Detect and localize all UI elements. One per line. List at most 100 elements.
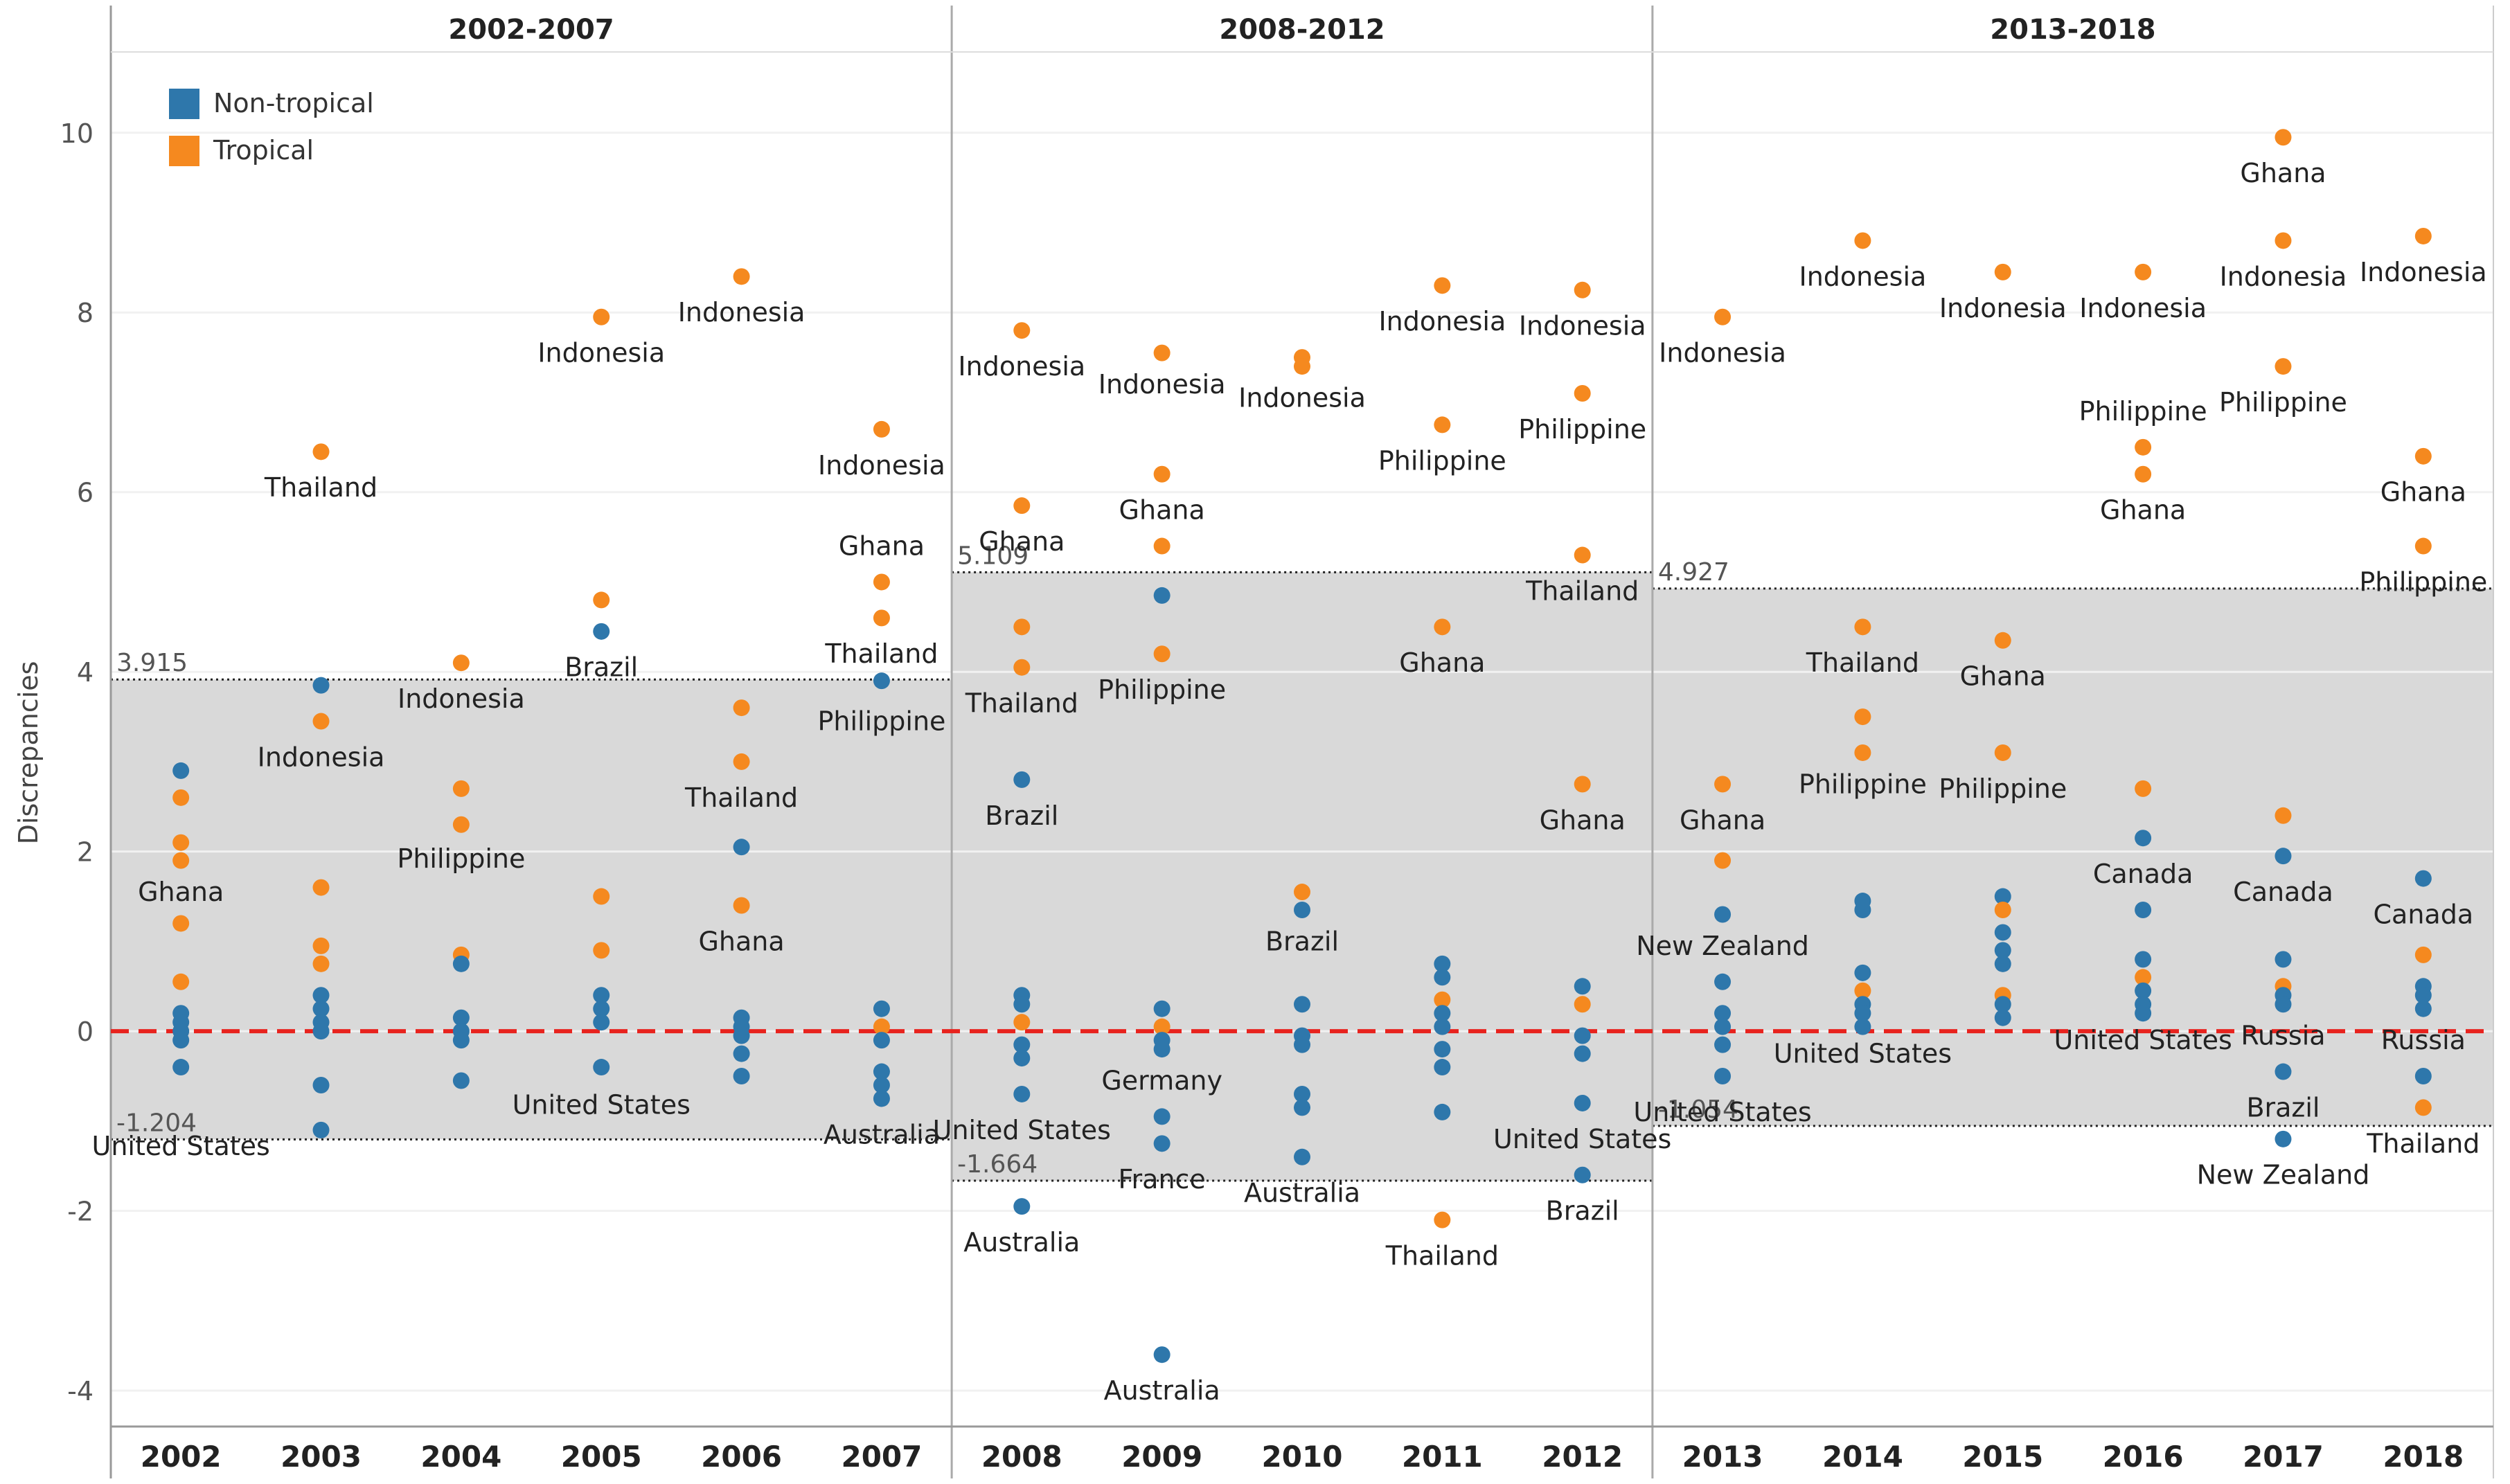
point-2014-tropical xyxy=(1854,744,1871,761)
point-2009-non-tropical xyxy=(1153,1000,1171,1017)
country-label-indonesia: Indonesia xyxy=(1519,311,1646,341)
y-tick-label: 8 xyxy=(77,298,94,328)
point-2018-tropical xyxy=(2414,227,2432,244)
x-tick-label: 2015 xyxy=(1962,1440,2043,1474)
point-2012-tropical xyxy=(1574,281,1591,298)
x-tick-label: 2017 xyxy=(2243,1440,2324,1474)
point-2015-tropical xyxy=(1994,632,2011,649)
panel-title: 2013-2018 xyxy=(1990,14,2155,46)
country-label-indonesia: Indonesia xyxy=(678,297,805,328)
point-2011-non-tropical xyxy=(1434,1103,1451,1120)
point-2011-non-tropical xyxy=(1434,969,1451,986)
country-label-new-zealand: New Zealand xyxy=(1636,931,1809,961)
country-label-philippine: Philippine xyxy=(1378,445,1506,476)
point-2005-tropical xyxy=(593,591,610,609)
point-2016-non-tropical xyxy=(2135,982,2152,999)
country-label-united-states: United States xyxy=(1493,1124,1671,1154)
point-2014-non-tropical xyxy=(1854,1018,1871,1035)
country-label-united-states: United States xyxy=(1633,1097,1811,1127)
legend-label-tropical: Tropical xyxy=(213,135,314,166)
band-upper-label: 3.915 xyxy=(116,649,188,677)
point-2012-tropical xyxy=(1574,776,1591,793)
point-2002-tropical xyxy=(172,973,190,990)
band-lower-label: -1.664 xyxy=(957,1150,1038,1179)
point-2018-tropical xyxy=(2414,946,2432,963)
point-2015-non-tropical xyxy=(1994,1009,2011,1026)
country-label-thailand: Thailand xyxy=(1385,1240,1499,1271)
point-2013-tropical xyxy=(1714,776,1732,793)
country-label-brazil: Brazil xyxy=(2246,1092,2320,1123)
point-2009-non-tropical xyxy=(1153,1135,1171,1152)
point-2007-non-tropical xyxy=(873,1090,890,1107)
point-2005-non-tropical xyxy=(593,1014,610,1031)
legend-swatch-tropical xyxy=(169,136,199,166)
point-2012-non-tropical xyxy=(1574,1094,1591,1111)
country-label-ghana: Ghana xyxy=(1119,495,1205,526)
country-label-philippine: Philippine xyxy=(1518,414,1646,445)
country-label-indonesia: Indonesia xyxy=(398,683,525,714)
point-2009-tropical xyxy=(1153,1018,1171,1035)
country-label-indonesia: Indonesia xyxy=(958,351,1085,382)
point-2004-non-tropical xyxy=(452,1032,470,1049)
x-tick-label: 2004 xyxy=(420,1440,501,1474)
point-2017-non-tropical xyxy=(2275,996,2292,1013)
point-2013-non-tropical xyxy=(1714,1005,1732,1022)
point-2014-non-tropical xyxy=(1854,964,1871,981)
point-2018-tropical xyxy=(2414,537,2432,555)
point-2007-tropical xyxy=(873,420,890,438)
point-2007-non-tropical xyxy=(873,1076,890,1093)
point-2008-tropical xyxy=(1013,1014,1031,1031)
point-2009-tropical xyxy=(1153,344,1171,361)
point-2005-non-tropical xyxy=(593,1000,610,1017)
point-2016-tropical xyxy=(2135,263,2152,280)
point-2010-tropical xyxy=(1294,884,1310,901)
point-2011-tropical xyxy=(1434,277,1451,294)
points-layer xyxy=(172,129,2432,1364)
point-2007-non-tropical xyxy=(873,672,890,690)
band-lower-label: -1.204 xyxy=(116,1109,197,1137)
point-2006-tropical xyxy=(733,753,750,770)
axes-layer: -4 -2 0 2 4 6 8 10 2002-2007 2008-2012 2013-2018 20… xyxy=(13,6,2494,1478)
point-2004-tropical xyxy=(452,816,470,833)
point-2008-non-tropical xyxy=(1013,1198,1031,1215)
point-2011-tropical xyxy=(1434,416,1451,433)
point-2003-non-tropical xyxy=(312,1121,330,1138)
point-2013-non-tropical xyxy=(1714,1018,1732,1035)
point-2003-non-tropical xyxy=(312,987,330,1004)
point-2012-tropical xyxy=(1574,996,1591,1013)
country-label-ghana: Ghana xyxy=(2380,477,2466,508)
country-label-indonesia: Indonesia xyxy=(818,450,945,481)
point-2006-non-tropical xyxy=(733,1045,750,1062)
band-layer xyxy=(111,571,2493,1182)
point-2013-non-tropical xyxy=(1714,973,1732,990)
point-2008-tropical xyxy=(1013,322,1031,339)
point-2004-tropical xyxy=(452,780,470,797)
point-2011-tropical xyxy=(1434,991,1451,1008)
point-2012-tropical xyxy=(1574,385,1591,402)
point-2009-tropical xyxy=(1153,537,1171,555)
band-upper-label: 4.927 xyxy=(1658,558,1729,587)
country-label-thailand: Thailand xyxy=(2366,1128,2480,1159)
point-2008-tropical xyxy=(1013,497,1031,515)
point-2007-non-tropical xyxy=(873,1063,890,1080)
point-2016-tropical xyxy=(2135,465,2152,483)
point-2003-non-tropical xyxy=(312,1023,330,1040)
country-label-indonesia: Indonesia xyxy=(1098,369,1226,400)
country-label-thailand: Thailand xyxy=(824,638,938,669)
y-tick-label: 4 xyxy=(77,657,94,688)
point-2007-non-tropical xyxy=(873,1032,890,1049)
point-2017-non-tropical xyxy=(2275,1063,2292,1080)
y-tick-label: -2 xyxy=(67,1197,94,1227)
country-label-ghana: Ghana xyxy=(2100,495,2186,526)
point-2011-non-tropical xyxy=(1434,1005,1451,1022)
x-tick-label: 2002 xyxy=(141,1440,222,1474)
country-label-philippine: Philippine xyxy=(2359,566,2487,597)
point-2003-non-tropical xyxy=(312,677,330,694)
country-label-canada: Canada xyxy=(2374,899,2474,929)
country-label-indonesia: Indonesia xyxy=(2360,257,2487,287)
point-2017-tropical xyxy=(2275,807,2292,824)
point-2010-non-tropical xyxy=(1294,996,1310,1013)
panel-title: 2008-2012 xyxy=(1219,14,1385,46)
point-2010-non-tropical xyxy=(1294,902,1310,919)
point-2009-non-tropical xyxy=(1153,1041,1171,1058)
